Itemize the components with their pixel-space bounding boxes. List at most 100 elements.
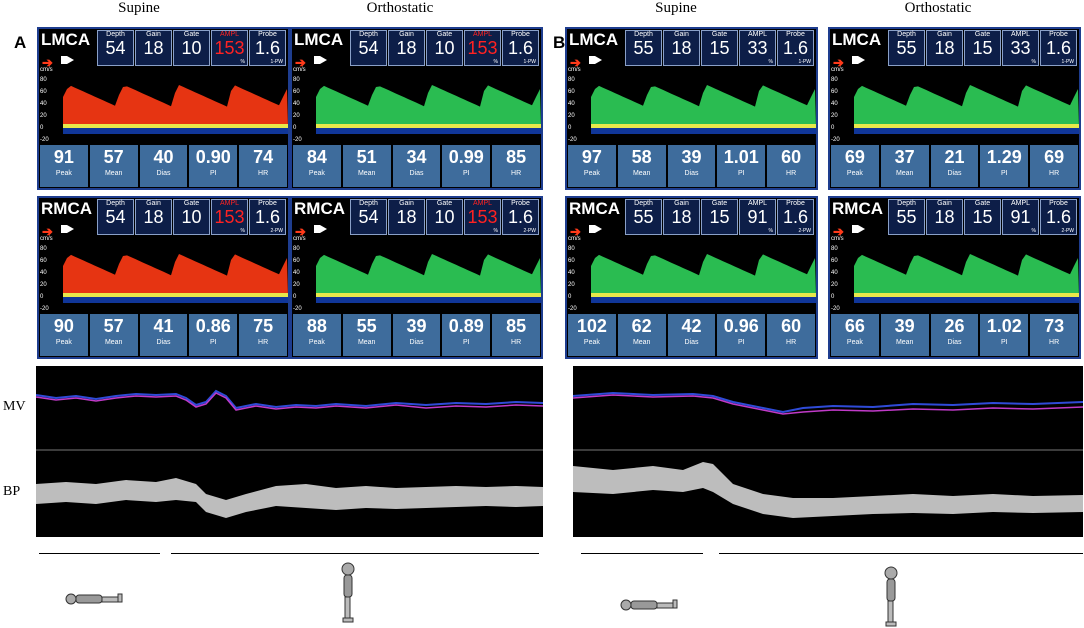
- param-value: 54: [105, 38, 126, 58]
- param-value: 1.6: [254, 38, 281, 58]
- param-label: Probe: [258, 31, 277, 38]
- param-label: Probe: [1049, 200, 1068, 207]
- stat-dias: 21 Dias: [930, 145, 979, 187]
- param-label: Probe: [1049, 31, 1068, 38]
- param-depth: Depth 54: [350, 199, 387, 235]
- parameter-bar: Depth 55 Gain 18 Gate 15 AMPL 33% Probe 1.6 1-PW: [888, 30, 1077, 66]
- param-label: Gate: [436, 200, 453, 207]
- stat-label: PI: [1000, 170, 1008, 177]
- doppler-spectrum: cm/s 80 60 40 20 0 -20: [292, 67, 541, 143]
- stat-label: Peak: [55, 339, 72, 346]
- param-label: AMPL: [219, 200, 240, 207]
- param-gate: Gate 10: [173, 30, 210, 66]
- param-label: AMPL: [1010, 200, 1031, 207]
- probe-icon: [61, 225, 74, 233]
- y-tick: 0: [40, 294, 44, 300]
- param-value: 18: [934, 207, 955, 227]
- stat-label: Peak: [308, 339, 325, 346]
- param-value: 10: [434, 207, 455, 227]
- stat-mean: 57 Mean: [89, 314, 138, 356]
- param-gain: Gain 18: [388, 30, 425, 66]
- stat-label: HR: [511, 339, 522, 346]
- param-sub: 2-PW: [523, 228, 537, 234]
- stat-peak: 90 Peak: [40, 314, 88, 356]
- stat-label: Peak: [846, 339, 863, 346]
- y-tick: 0: [831, 294, 835, 300]
- spectrum-waveform: [316, 85, 541, 134]
- stat-value: 26: [944, 316, 965, 336]
- y-tick: 20: [831, 282, 838, 288]
- param-label: Depth: [634, 31, 653, 38]
- y-tick: -20: [568, 137, 577, 143]
- stat-dias: 41 Dias: [139, 314, 188, 356]
- param-value: 91: [747, 207, 768, 227]
- stat-label: PI: [209, 170, 217, 177]
- stat-hr: 85 HR: [492, 145, 540, 187]
- y-tick: 60: [293, 89, 300, 95]
- param-sub: %: [240, 59, 245, 65]
- param-value: 15: [709, 207, 730, 227]
- vessel-label: LMCA: [294, 30, 344, 49]
- param-probe: Probe 1.6 2-PW: [1040, 199, 1077, 235]
- param-label: Depth: [106, 200, 125, 207]
- y-tick: 60: [831, 89, 838, 95]
- param-gain: Gain 18: [135, 199, 172, 235]
- param-label: Depth: [897, 200, 916, 207]
- stat-hr: 60 HR: [767, 314, 815, 356]
- stat-dias: 42 Dias: [667, 314, 716, 356]
- param-sub: 1-PW: [523, 59, 537, 65]
- y-tick: 60: [40, 258, 47, 264]
- vessel-label: LMCA: [569, 30, 619, 49]
- stat-pi: 0.86 PI: [189, 314, 238, 356]
- param-label: AMPL: [747, 31, 768, 38]
- stat-value: 60: [781, 316, 802, 336]
- y-unit: cm/s: [568, 236, 581, 242]
- param-ampl: AMPL 33%: [739, 30, 776, 66]
- param-depth: Depth 55: [888, 199, 925, 235]
- y-tick: 0: [40, 125, 44, 131]
- stat-label: Dias: [409, 170, 424, 177]
- probe-icon: [852, 225, 865, 233]
- parameter-bar: Depth 54 Gain 18 Gate 10 AMPL 153% Probe 1.6 1-PW: [350, 30, 539, 66]
- stat-value: 88: [306, 316, 327, 336]
- y-tick: 60: [293, 258, 300, 264]
- param-ampl: AMPL 153%: [211, 30, 248, 66]
- stat-peak: 91 Peak: [40, 145, 88, 187]
- stat-label: Mean: [895, 339, 914, 346]
- param-probe: Probe 1.6 2-PW: [777, 199, 814, 235]
- stat-value: 91: [53, 147, 74, 167]
- vessel-label: LMCA: [41, 30, 91, 49]
- param-value: 33: [747, 38, 768, 58]
- stat-label: Dias: [684, 170, 699, 177]
- vessel-label: RMCA: [569, 199, 620, 218]
- stat-value: 69: [1044, 147, 1065, 167]
- y-tick: 40: [293, 270, 300, 276]
- y-unit: cm/s: [831, 67, 844, 73]
- parameter-bar: Depth 55 Gain 18 Gate 15 AMPL 91% Probe 1.6 2-PW: [888, 199, 1077, 235]
- stat-value: 58: [631, 147, 652, 167]
- stat-value: 60: [781, 147, 802, 167]
- stat-label: Peak: [846, 170, 863, 177]
- panel-label-b: B: [553, 33, 566, 52]
- param-label: AMPL: [747, 200, 768, 207]
- doppler-monitor: LMCA ➔ Depth 54 Gain 18 Gate 10 AMPL 153% Probe 1.6…: [37, 27, 290, 190]
- stat-mean: 37 Mean: [880, 145, 929, 187]
- parameter-bar: Depth 54 Gain 18 Gate 10 AMPL 153% Probe 1.6 1-PW: [97, 30, 286, 66]
- param-sub: 2-PW: [1061, 228, 1075, 234]
- stat-label: HR: [511, 170, 522, 177]
- stat-label: PI: [737, 339, 745, 346]
- param-sub: %: [493, 228, 498, 234]
- stat-peak: 66 Peak: [831, 314, 879, 356]
- y-tick: 0: [831, 125, 835, 131]
- y-tick: 80: [568, 246, 575, 252]
- stat-value: 1.01: [723, 147, 759, 167]
- doppler-spectrum: cm/s 80 60 40 20 0 -20: [830, 236, 1079, 312]
- y-tick: 60: [40, 89, 47, 95]
- param-label: Depth: [897, 31, 916, 38]
- y-tick: -20: [831, 137, 840, 143]
- y-tick: 80: [293, 77, 300, 83]
- param-gate: Gate 10: [173, 199, 210, 235]
- stat-value: 0.89: [448, 316, 484, 336]
- param-depth: Depth 54: [97, 30, 134, 66]
- param-sub: %: [240, 228, 245, 234]
